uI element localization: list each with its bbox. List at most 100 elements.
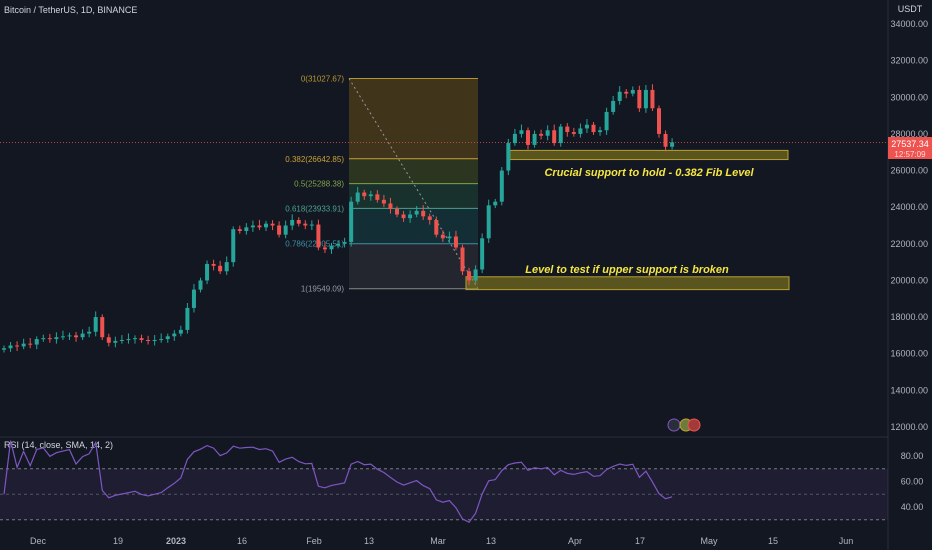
candle-body bbox=[264, 223, 268, 228]
candle-body bbox=[650, 89, 655, 109]
candle-body bbox=[421, 210, 426, 217]
candle-body bbox=[296, 220, 301, 224]
fib-level-label: 1(19549.09) bbox=[301, 285, 344, 294]
y-tick-label: 28000.00 bbox=[890, 129, 928, 139]
candle-body bbox=[375, 194, 380, 200]
fib-level-label: 0.618(23933.91) bbox=[285, 204, 344, 213]
candle-body bbox=[519, 130, 524, 134]
candle-body bbox=[539, 133, 544, 136]
candle-body bbox=[60, 336, 65, 338]
candle-body bbox=[270, 223, 275, 226]
fib-level-label: 0.786(22005.51) bbox=[285, 240, 344, 249]
candle-body bbox=[8, 345, 13, 349]
candle-body bbox=[611, 100, 616, 112]
fib-trend-line bbox=[348, 78, 479, 289]
candle-body bbox=[34, 339, 39, 345]
candle-body bbox=[558, 126, 563, 144]
candle-body bbox=[362, 192, 367, 197]
event-flash-icon[interactable] bbox=[667, 418, 681, 432]
rsi-label: RSI (14, close, SMA, 14, 2) bbox=[4, 440, 113, 450]
fib-zone bbox=[349, 243, 478, 289]
candle-body bbox=[480, 238, 485, 270]
candle-body bbox=[100, 317, 105, 338]
x-tick-label: 13 bbox=[364, 536, 374, 546]
x-tick-label: 16 bbox=[237, 536, 247, 546]
event-alert-icon[interactable] bbox=[687, 418, 701, 432]
y-tick-label: 12000.00 bbox=[890, 422, 928, 432]
currency-label: USDT bbox=[898, 4, 923, 14]
candle-body bbox=[309, 224, 314, 226]
candle-body bbox=[584, 124, 589, 129]
x-tick-label: 13 bbox=[486, 536, 496, 546]
candle-body bbox=[218, 265, 223, 272]
candle-body bbox=[565, 126, 570, 133]
fib-zone bbox=[349, 158, 478, 184]
candle-body bbox=[139, 338, 144, 340]
x-tick-label: 19 bbox=[113, 536, 123, 546]
candle-body bbox=[21, 343, 26, 347]
candle-body bbox=[388, 203, 393, 210]
x-tick-label: 17 bbox=[635, 536, 645, 546]
fib-level-label: 0(31027.67) bbox=[301, 74, 344, 83]
candle-body bbox=[598, 130, 603, 133]
candle-body bbox=[93, 317, 98, 332]
y-tick-label: 34000.00 bbox=[890, 19, 928, 29]
candle-body bbox=[54, 337, 59, 340]
test-annotation: Level to test if upper support is broken bbox=[525, 264, 729, 276]
candle-body bbox=[244, 227, 249, 231]
y-tick-label: 32000.00 bbox=[890, 56, 928, 66]
candle-body bbox=[198, 280, 203, 290]
rsi-tick-label: 80.00 bbox=[901, 451, 924, 461]
candle-body bbox=[28, 343, 33, 345]
x-tick-label: 15 bbox=[768, 536, 778, 546]
candle-body bbox=[211, 263, 216, 266]
x-tick-label: May bbox=[700, 536, 718, 546]
support-annotation: Crucial support to hold - 0.382 Fib Leve… bbox=[544, 167, 754, 179]
candle-body bbox=[126, 339, 131, 341]
candle-body bbox=[119, 339, 124, 341]
fib-zone bbox=[349, 78, 478, 159]
candle-body bbox=[395, 209, 399, 215]
price-tag-countdown: 12:57:09 bbox=[894, 150, 926, 159]
candle-body bbox=[526, 130, 530, 145]
candle-body bbox=[152, 339, 157, 341]
candle-body bbox=[41, 338, 46, 340]
candle-body bbox=[172, 333, 177, 337]
candle-body bbox=[133, 338, 137, 340]
candle-body bbox=[329, 245, 334, 250]
candle-body bbox=[401, 214, 406, 219]
candle-body bbox=[277, 225, 282, 235]
candle-body bbox=[408, 214, 413, 219]
candle-body bbox=[467, 271, 472, 281]
candle-body bbox=[47, 338, 52, 340]
candle-body bbox=[571, 132, 576, 134]
candle-body bbox=[87, 331, 92, 334]
x-tick-label: Mar bbox=[430, 536, 446, 546]
candle-body bbox=[237, 229, 242, 231]
x-tick-label: Apr bbox=[568, 536, 582, 546]
candle-body bbox=[578, 128, 583, 134]
x-tick-label: Jun bbox=[839, 536, 854, 546]
candle-body bbox=[663, 133, 668, 147]
price-tag bbox=[888, 137, 932, 159]
candle-body bbox=[624, 91, 629, 94]
candle-body bbox=[591, 124, 596, 133]
candle-body bbox=[290, 220, 295, 226]
y-tick-label: 20000.00 bbox=[890, 275, 928, 285]
x-tick-label: Dec bbox=[30, 536, 47, 546]
candle-body bbox=[349, 201, 354, 242]
candle-body bbox=[499, 170, 504, 202]
candle-body bbox=[342, 241, 347, 244]
candle-body bbox=[453, 236, 458, 248]
y-tick-label: 24000.00 bbox=[890, 202, 928, 212]
symbol-title: Bitcoin / TetherUS, 1D, BINANCE bbox=[4, 5, 137, 15]
candle-body bbox=[113, 340, 118, 343]
candle-body bbox=[316, 224, 321, 248]
candle-body bbox=[506, 143, 511, 171]
candle-body bbox=[205, 263, 210, 281]
fib-zone bbox=[349, 183, 478, 209]
candle-body bbox=[473, 269, 478, 281]
candle-body bbox=[185, 307, 190, 330]
y-tick-label: 26000.00 bbox=[890, 166, 928, 176]
